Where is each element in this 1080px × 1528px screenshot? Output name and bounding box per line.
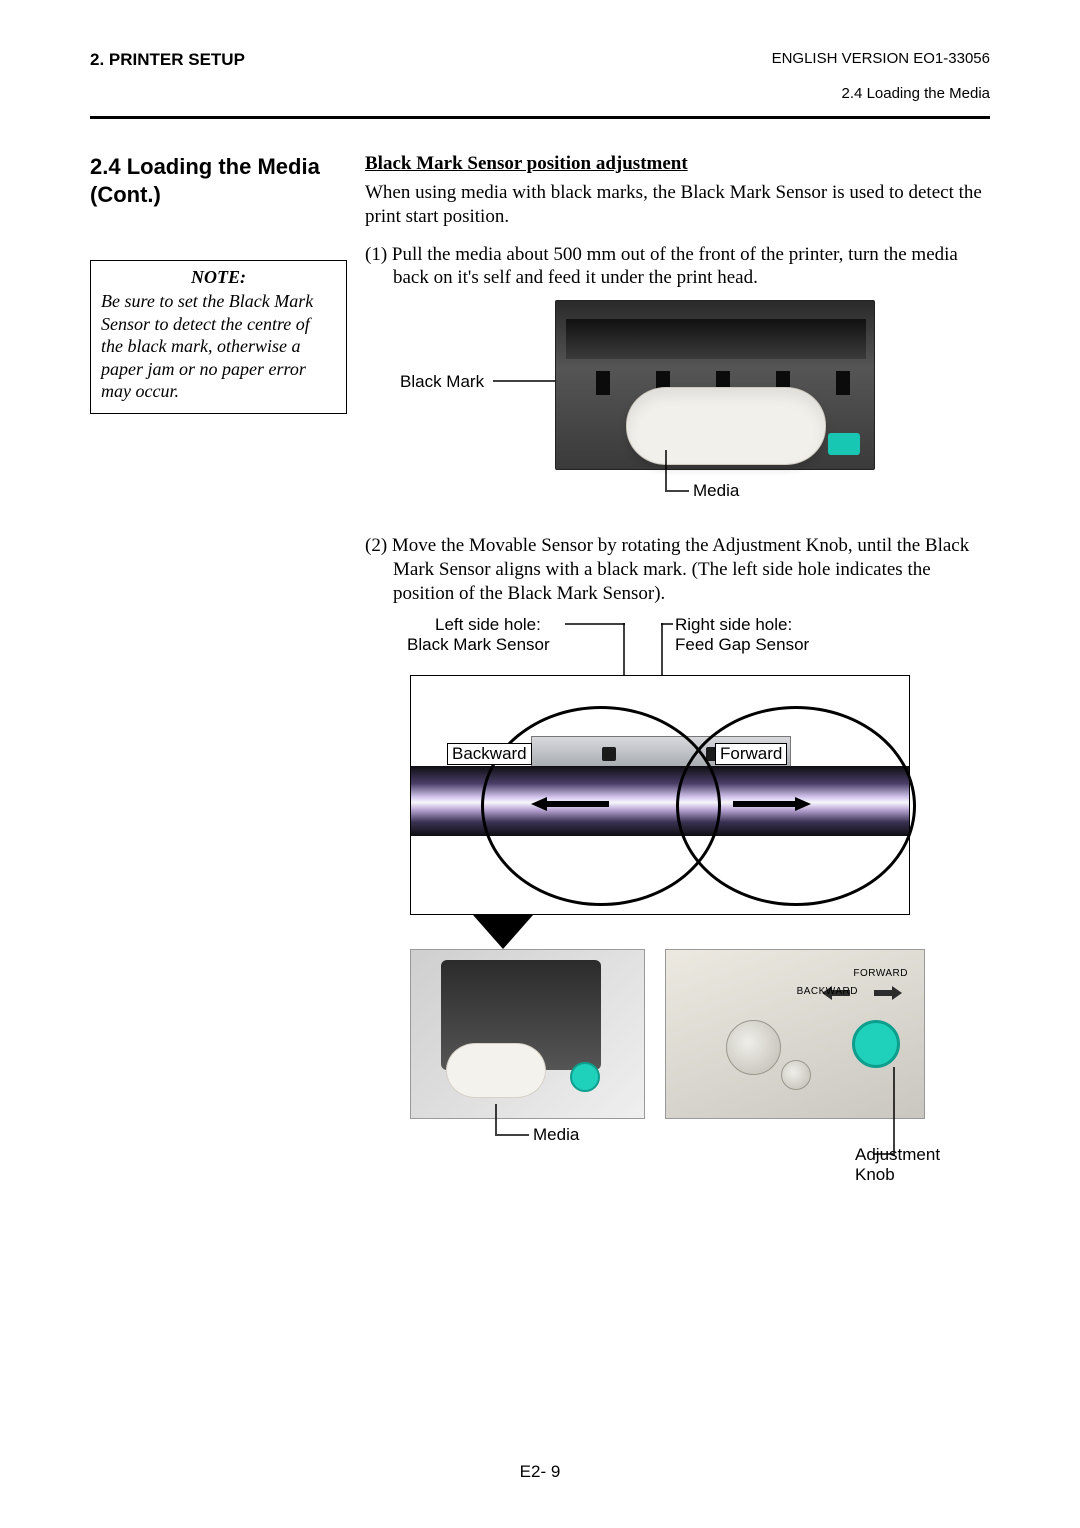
left-column: 2.4 Loading the Media (Cont.) NOTE: Be s…	[90, 153, 365, 1189]
fig3-photo-right: FORWARD BACKWARD	[665, 949, 925, 1119]
fig2-arrow-backward-icon	[531, 796, 611, 812]
fig3-left-knob	[570, 1062, 600, 1092]
header-rule	[90, 116, 990, 119]
fig2-backward-label: Backward	[447, 743, 532, 765]
fig1-black-mark-label: Black Mark	[400, 372, 484, 392]
fig2-sensor-diagram	[410, 675, 910, 915]
fig3-tiny-backward: BACKWARD	[797, 986, 858, 997]
right-column: Black Mark Sensor position adjustment Wh…	[365, 153, 990, 1189]
note-box: NOTE: Be sure to set the Black Mark Sens…	[90, 260, 347, 414]
fig3-left-media	[446, 1043, 546, 1098]
fig2-right-hole-label-1: Right side hole:	[675, 615, 792, 635]
fig2-arrow-forward-icon	[731, 796, 811, 812]
header-version: ENGLISH VERSION EO1-33056	[772, 50, 990, 67]
fig1-media-label: Media	[693, 481, 739, 501]
fig2-callout-arrow-icon	[473, 915, 533, 949]
fig3-photo-left	[410, 949, 645, 1119]
fig3-leader-media-h	[495, 1134, 529, 1136]
fig3-leader-media-v	[495, 1104, 497, 1134]
intro-paragraph: When using media with black marks, the B…	[365, 181, 990, 229]
fig1-teal-accent	[828, 433, 860, 455]
fig1-leader-media-h	[665, 490, 689, 492]
subheading: Black Mark Sensor position adjustment	[365, 153, 990, 175]
fig3-right-disc	[726, 1020, 781, 1075]
fig3-leader-knob-v	[893, 1067, 895, 1153]
fig1-print-slot	[566, 319, 866, 359]
fig2-leader-right-h	[661, 623, 673, 625]
fig2-left-hole-label-1: Left side hole:	[435, 615, 541, 635]
fig3-adj-label-2: Knob	[855, 1165, 895, 1185]
figure-2: Left side hole: Black Mark Sensor Right …	[365, 615, 990, 945]
fig2-left-hole-label-2: Black Mark Sensor	[407, 635, 550, 655]
fig2-leader-left-h	[565, 623, 625, 625]
figure-3: FORWARD BACKWARD Media Adjustment Knob	[365, 949, 990, 1189]
step-2: (2) Move the Movable Sensor by rotating …	[365, 534, 990, 605]
header-right: ENGLISH VERSION EO1-33056 2.4 Loading th…	[772, 50, 990, 102]
fig1-media-roll	[626, 387, 826, 465]
fig3-adjustment-knob	[852, 1020, 900, 1068]
section-title: 2.4 Loading the Media (Cont.)	[90, 153, 347, 208]
note-body: Be sure to set the Black Mark Sensor to …	[101, 290, 336, 403]
fig1-leader-media	[665, 450, 667, 490]
fig2-right-hole-label-2: Feed Gap Sensor	[675, 635, 809, 655]
fig1-black-mark-tick	[596, 371, 610, 395]
fig3-media-label: Media	[533, 1125, 579, 1145]
fig1-black-mark-tick	[836, 371, 850, 395]
fig1-printer-illustration	[555, 300, 875, 470]
page: 2. PRINTER SETUP ENGLISH VERSION EO1-330…	[0, 0, 1080, 1528]
fig3-right-disc-small	[781, 1060, 811, 1090]
header-left: 2. PRINTER SETUP	[90, 50, 245, 70]
fig2-forward-label: Forward	[715, 743, 787, 765]
content-columns: 2.4 Loading the Media (Cont.) NOTE: Be s…	[90, 153, 990, 1189]
fig3-tiny-forward: FORWARD	[853, 968, 908, 979]
page-footer: E2- 9	[0, 1462, 1080, 1482]
header: 2. PRINTER SETUP ENGLISH VERSION EO1-330…	[90, 50, 990, 102]
header-breadcrumb: 2.4 Loading the Media	[772, 85, 990, 102]
figure-1: Black Mark Media	[365, 300, 990, 520]
step-1: (1) Pull the media about 500 mm out of t…	[365, 243, 990, 291]
note-heading: NOTE:	[101, 267, 336, 288]
fig3-adj-label-1: Adjustment	[855, 1145, 940, 1165]
